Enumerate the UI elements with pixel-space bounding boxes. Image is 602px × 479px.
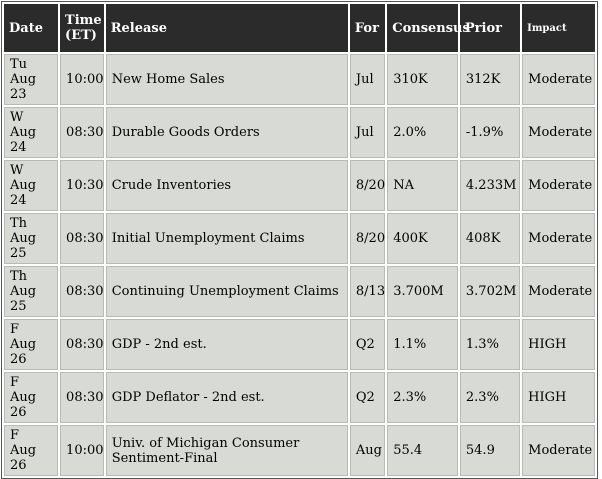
cell-time: 08:30 bbox=[60, 107, 104, 158]
cell-time: 08:30 bbox=[60, 213, 104, 264]
cell-prior: 3.702M bbox=[459, 266, 521, 317]
table-row: Th Aug 25 08:30 Continuing Unemployment Cla… bbox=[4, 266, 595, 317]
cell-for: Jul bbox=[349, 54, 386, 105]
cell-day: Tu bbox=[10, 57, 28, 72]
cell-impact: Moderate bbox=[522, 266, 595, 317]
cell-impact: HIGH bbox=[522, 372, 595, 423]
cell-day-date: Aug 26 bbox=[10, 443, 37, 473]
cell-date: Tu Aug 23 bbox=[4, 54, 59, 105]
table-row: F Aug 26 10:00 Univ. of Michigan Consumer S… bbox=[4, 425, 595, 476]
cell-consensus: 400K bbox=[387, 213, 458, 264]
cell-impact: Moderate bbox=[522, 107, 595, 158]
cell-date: F Aug 26 bbox=[4, 425, 59, 476]
header-date: Date bbox=[4, 4, 59, 52]
cell-for: 8/20 bbox=[349, 213, 386, 264]
cell-for: Q2 bbox=[349, 372, 386, 423]
cell-release: Crude Inventories bbox=[105, 160, 348, 211]
cell-day: Th bbox=[10, 216, 28, 231]
cell-release: Durable Goods Orders bbox=[105, 107, 348, 158]
header-row: Date Time (ET) Release For Consensus Pri… bbox=[4, 4, 595, 52]
cell-for: 8/13 bbox=[349, 266, 386, 317]
header-time: Time (ET) bbox=[60, 4, 104, 52]
header-consensus: Consensus bbox=[387, 4, 470, 52]
cell-date: Th Aug 25 bbox=[4, 213, 59, 264]
cell-impact: Moderate bbox=[522, 54, 595, 105]
cell-day: Th bbox=[10, 269, 28, 284]
cell-prior: 4.233M bbox=[459, 160, 521, 211]
cell-day: W bbox=[10, 110, 24, 125]
cell-date: F Aug 26 bbox=[4, 319, 59, 370]
cell-release: Continuing Unemployment Claims bbox=[105, 266, 348, 317]
cell-release: New Home Sales bbox=[105, 54, 348, 105]
cell-day: F bbox=[10, 428, 20, 443]
cell-day: F bbox=[10, 375, 20, 390]
cell-for: Aug bbox=[349, 425, 386, 476]
cell-date: Th Aug 25 bbox=[4, 266, 59, 317]
header-impact: Impact bbox=[522, 4, 595, 52]
cell-time: 10:00 bbox=[60, 54, 104, 105]
cell-time: 08:30 bbox=[60, 319, 104, 370]
table-row: Tu Aug 23 10:00 New Home Sales Jul 310K 312K Mo… bbox=[4, 54, 595, 105]
cell-day: F bbox=[10, 322, 20, 337]
cell-prior: 2.3% bbox=[459, 372, 521, 423]
cell-prior: 408K bbox=[459, 213, 521, 264]
table-row: Th Aug 25 08:30 Initial Unemployment Claims… bbox=[4, 213, 595, 264]
cell-day-date: Aug 24 bbox=[10, 178, 37, 208]
cell-release: GDP Deflator - 2nd est. bbox=[105, 372, 348, 423]
cell-consensus: 1.1% bbox=[387, 319, 458, 370]
cell-date: W Aug 24 bbox=[4, 160, 59, 211]
cell-consensus: NA bbox=[387, 160, 458, 211]
cell-day-date: Aug 25 bbox=[10, 284, 37, 314]
table-row: W Aug 24 08:30 Durable Goods Orders Jul 2.0% -… bbox=[4, 107, 595, 158]
table-row: F Aug 26 08:30 GDP Deflator - 2nd est. Q2 2.3… bbox=[4, 372, 595, 423]
header-prior: Prior bbox=[459, 4, 521, 52]
cell-impact: Moderate bbox=[522, 213, 595, 264]
cell-impact: Moderate bbox=[522, 425, 595, 476]
cell-prior: -1.9% bbox=[459, 107, 521, 158]
table-row: W Aug 24 10:30 Crude Inventories 8/20 NA 4.233… bbox=[4, 160, 595, 211]
cell-for: Q2 bbox=[349, 319, 386, 370]
cell-release: Univ. of Michigan Consumer Sentiment-Fin… bbox=[105, 425, 348, 476]
cell-day: W bbox=[10, 163, 24, 178]
cell-date: W Aug 24 bbox=[4, 107, 59, 158]
cell-time: 10:00 bbox=[60, 425, 104, 476]
header-release: Release bbox=[105, 4, 348, 52]
cell-for: Jul bbox=[349, 107, 386, 158]
cell-release: GDP - 2nd est. bbox=[105, 319, 348, 370]
cell-consensus: 310K bbox=[387, 54, 458, 105]
cell-consensus: 2.3% bbox=[387, 372, 458, 423]
cell-for: 8/20 bbox=[349, 160, 386, 211]
cell-time: 10:30 bbox=[60, 160, 104, 211]
cell-consensus: 3.700M bbox=[387, 266, 458, 317]
cell-day-date: Aug 26 bbox=[10, 390, 37, 420]
cell-impact: HIGH bbox=[522, 319, 595, 370]
cell-impact: Moderate bbox=[522, 160, 595, 211]
cell-prior: 312K bbox=[459, 54, 521, 105]
cell-consensus: 55.4 bbox=[387, 425, 458, 476]
table-row: F Aug 26 08:30 GDP - 2nd est. Q2 1.1% 1.3% HIGH bbox=[4, 319, 595, 370]
cell-day-date: Aug 24 bbox=[10, 125, 37, 155]
cell-time: 08:30 bbox=[60, 372, 104, 423]
cell-time: 08:30 bbox=[60, 266, 104, 317]
cell-prior: 1.3% bbox=[459, 319, 521, 370]
cell-day-date: Aug 26 bbox=[10, 337, 37, 367]
cell-release: Initial Unemployment Claims bbox=[105, 213, 348, 264]
header-for: For bbox=[349, 4, 386, 52]
cell-day-date: Aug 25 bbox=[10, 231, 37, 261]
cell-day-date: Aug 23 bbox=[10, 72, 37, 102]
cell-consensus: 2.0% bbox=[387, 107, 458, 158]
cell-prior: 54.9 bbox=[459, 425, 521, 476]
cell-date: F Aug 26 bbox=[4, 372, 59, 423]
